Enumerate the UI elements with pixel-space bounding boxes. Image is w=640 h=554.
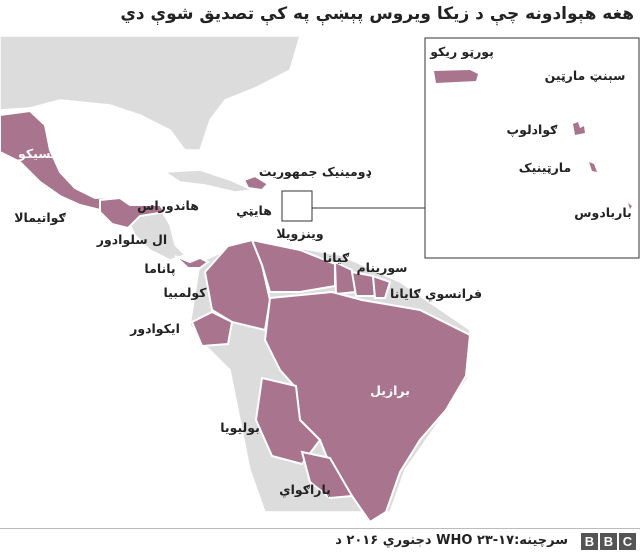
nicaragua-costa-rica — [123, 207, 187, 261]
suriname-shape — [350, 270, 377, 297]
barbados-shape — [628, 203, 632, 209]
label-mexico: مکسيکو — [17, 146, 66, 161]
label-guadeloupe: ګوادلوپ — [507, 122, 559, 137]
ecuador-shape — [190, 310, 234, 348]
source-note: سرچينه:WHO ۲۳-۱۷ دجنوري ۲۰۱۶ د — [335, 533, 568, 548]
panama-shape — [174, 255, 210, 269]
puerto-rico-shape — [434, 70, 478, 83]
locator-box — [281, 190, 313, 222]
label-el-salvador: ال سلوادور — [96, 232, 167, 247]
affected-countries — [0, 109, 472, 524]
label-bolivia: بوليويا — [220, 420, 260, 435]
martinique-shape — [589, 162, 597, 172]
french-guiana-shape — [371, 274, 392, 299]
map-title: هغه هېوادونه چې د زيکا ويروس پېښې په کې … — [120, 4, 634, 24]
label-guatemala: ګواتيمالا — [14, 210, 66, 225]
usa-land — [0, 35, 302, 151]
label-barbados: باربادوس — [574, 205, 631, 220]
paraguay-shape — [300, 450, 354, 500]
footer-divider — [0, 528, 640, 529]
label-colombia: کولمبيا — [163, 285, 207, 300]
label-ecuador: ايکوادور — [129, 321, 180, 336]
label-paraguay: پاراګواي — [279, 482, 331, 497]
label-venezuela: وينزويلا — [276, 226, 323, 241]
label-saint-martin: سېنټ مارټين — [545, 68, 626, 83]
label-suriname: سورينام — [357, 260, 408, 276]
label-martinique: مارټينيک — [519, 160, 571, 175]
inset-frame — [424, 37, 640, 259]
bolivia-shape — [254, 376, 322, 466]
label-puerto-rico: پورټو ريکو — [429, 44, 494, 59]
label-panama: پاناما — [144, 261, 175, 276]
label-haiti: هايټي — [236, 203, 272, 218]
cuba — [162, 169, 255, 193]
label-dominican-republic: ډومينيک جمهوريت — [259, 164, 372, 179]
guadeloupe-shape — [573, 122, 585, 135]
label-brazil: برازيل — [370, 383, 410, 398]
label-guyana: ګيانا — [323, 250, 350, 265]
label-french-guiana: فرانسوي ګايانا — [390, 286, 482, 301]
guatemala-honduras-shape — [99, 196, 167, 230]
label-honduras: هاندوراس — [137, 198, 199, 213]
venezuela-shape — [250, 238, 336, 293]
haiti-dr-shape — [242, 174, 270, 192]
inset-map: پورټو ريکو سېنټ مارټين ګوادلوپ مارټينيک … — [424, 37, 640, 259]
